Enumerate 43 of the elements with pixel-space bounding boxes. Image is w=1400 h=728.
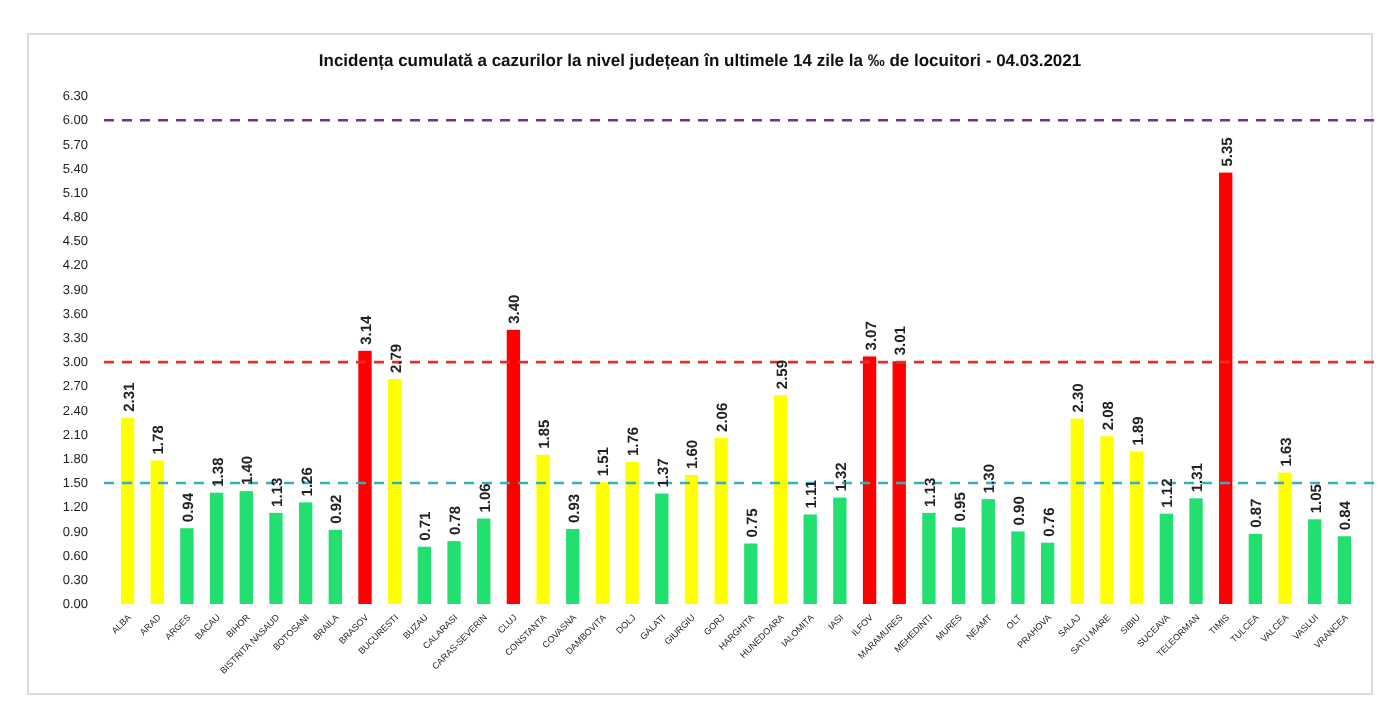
bar (358, 350, 372, 604)
bar (1248, 533, 1263, 604)
bar (714, 437, 728, 604)
bar (239, 491, 253, 604)
bar (269, 512, 283, 604)
bar (625, 462, 639, 604)
bar (655, 493, 669, 604)
bar (536, 454, 550, 604)
bar (684, 474, 699, 604)
bar (388, 379, 402, 604)
bar (1129, 451, 1144, 604)
bar (209, 492, 224, 604)
bar (595, 482, 610, 604)
bar (566, 529, 580, 604)
bar (862, 356, 877, 604)
bar (1070, 418, 1084, 604)
bar (298, 502, 313, 604)
bar (447, 541, 461, 604)
bar (981, 499, 995, 604)
bar (744, 543, 758, 604)
bar (417, 546, 432, 604)
bar (803, 514, 817, 604)
bar (1337, 536, 1352, 604)
bar (1040, 542, 1055, 604)
bar (1308, 519, 1322, 604)
bar (1278, 472, 1292, 604)
bar (1159, 513, 1174, 604)
bar (1219, 172, 1233, 604)
bar (892, 361, 906, 604)
chart-title: Incidența cumulată a cazurilor la nivel județean în ultimele 14 zile la ‰ de locuitori - 04.03.2021 (318, 50, 1082, 70)
bar (328, 529, 343, 604)
bar (150, 460, 164, 604)
bar (1189, 498, 1203, 604)
bar (477, 518, 491, 604)
bar (1100, 436, 1114, 604)
bar (180, 528, 194, 604)
bar (951, 527, 966, 604)
bar (773, 395, 788, 604)
bar (120, 417, 135, 604)
bar (1011, 531, 1025, 604)
bar (833, 497, 847, 604)
bar (922, 512, 936, 604)
bar (506, 329, 521, 604)
